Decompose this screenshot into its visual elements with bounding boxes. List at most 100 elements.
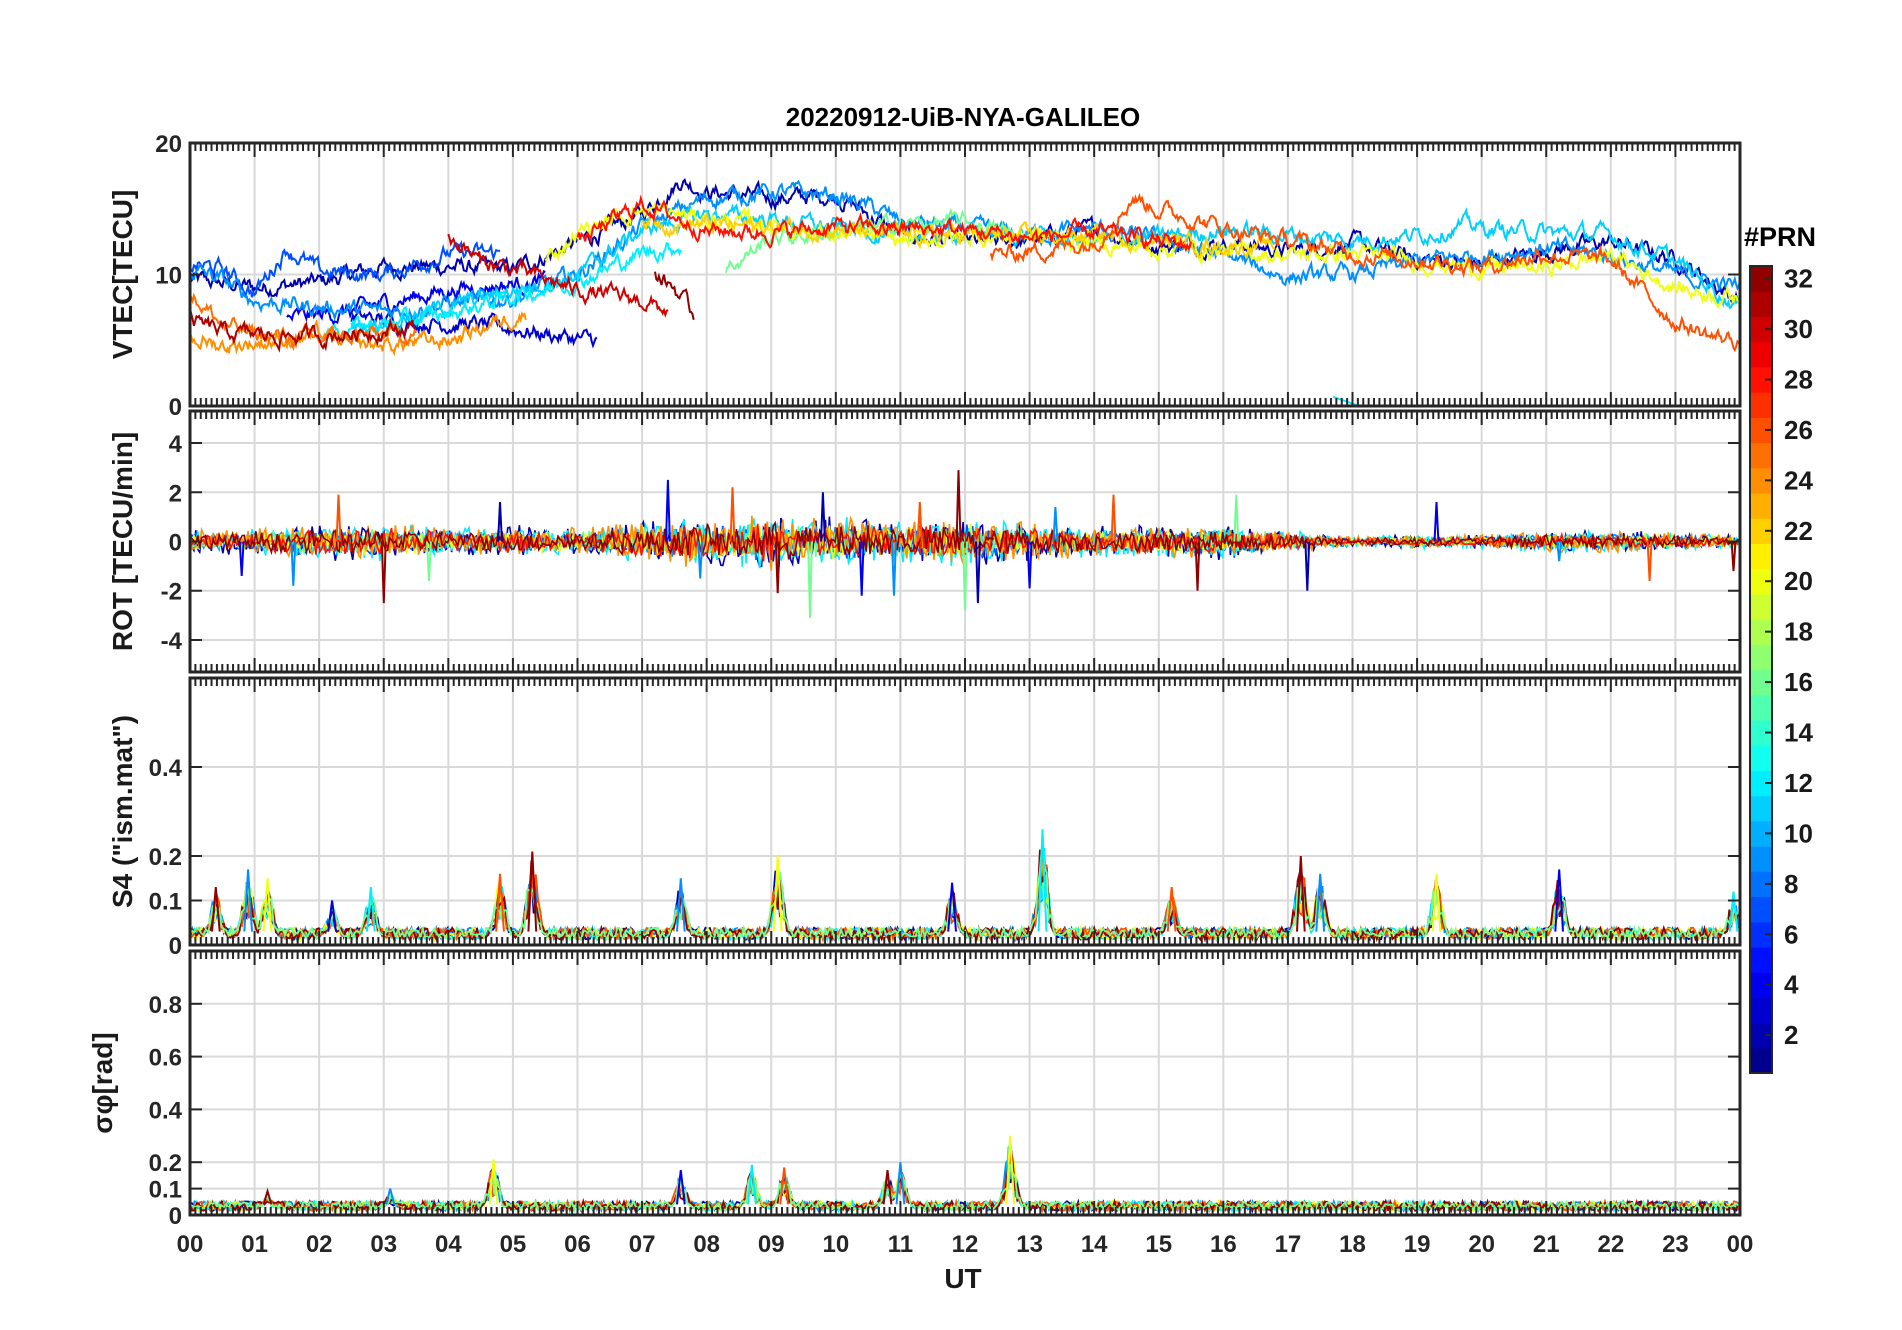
rot-spike bbox=[1433, 502, 1440, 542]
x-tick-label: 11 bbox=[888, 1231, 913, 1258]
peak-mark bbox=[262, 878, 273, 932]
rot-spike bbox=[1026, 541, 1033, 589]
rot-series-prn-28 bbox=[190, 523, 1739, 562]
rot-spike bbox=[1233, 494, 1240, 542]
rot-spike bbox=[238, 541, 245, 577]
x-tick-label: 00 bbox=[177, 1231, 204, 1258]
vtec-series-prn-31 bbox=[190, 310, 416, 353]
x-tick-label: 17 bbox=[1275, 1231, 1302, 1258]
colorbar-segment bbox=[1750, 972, 1772, 998]
peak-mark bbox=[327, 900, 337, 932]
peak-mark bbox=[262, 1187, 273, 1205]
rot-spike bbox=[1052, 506, 1059, 542]
x-tick-label: 23 bbox=[1662, 1231, 1689, 1258]
y-tick-label: 0.4 bbox=[149, 1097, 183, 1124]
colorbar-segment bbox=[1750, 871, 1772, 898]
peak-mark bbox=[1166, 887, 1177, 932]
peak-mark bbox=[385, 1188, 396, 1205]
x-tick-label: 04 bbox=[435, 1231, 462, 1258]
y-tick-label: 20 bbox=[155, 131, 182, 158]
peak-mark bbox=[676, 878, 686, 932]
colorbar-tick-label: 24 bbox=[1784, 465, 1813, 495]
colorbar-tick-label: 18 bbox=[1784, 617, 1813, 647]
rot-spike bbox=[729, 487, 736, 542]
rot-spike bbox=[1110, 494, 1117, 542]
vtec-series-prn-7 bbox=[190, 239, 501, 300]
colorbar-segment bbox=[1750, 543, 1772, 570]
colorbar-tick-label: 26 bbox=[1784, 415, 1813, 445]
colorbar-segment bbox=[1750, 770, 1772, 797]
colorbar-segment bbox=[1750, 1022, 1772, 1049]
x-tick-label: 08 bbox=[693, 1231, 720, 1258]
peak-mark bbox=[947, 882, 957, 932]
rot-spike bbox=[497, 502, 503, 542]
peak-mark bbox=[211, 887, 221, 932]
rot-spike bbox=[1646, 541, 1653, 581]
rot-spike bbox=[1194, 541, 1201, 591]
y-tick-label: 0.8 bbox=[149, 992, 182, 1019]
x-tick-label: 02 bbox=[306, 1231, 333, 1258]
y-tick-label: 2 bbox=[169, 480, 182, 507]
y-tick-label: 10 bbox=[155, 263, 182, 290]
y-tick-label: -4 bbox=[161, 628, 183, 655]
plot-area bbox=[190, 178, 1740, 406]
colorbar-tick-label: 10 bbox=[1784, 818, 1813, 848]
colorbar-segment bbox=[1750, 492, 1772, 519]
peak-mark bbox=[1037, 829, 1048, 932]
y-axis-label: ROT [TECU/min] bbox=[107, 432, 138, 651]
x-tick-label: 01 bbox=[241, 1231, 268, 1258]
rot-spike bbox=[697, 541, 704, 579]
colorbar-segment bbox=[1750, 1047, 1772, 1074]
sigma-phi-panel: 00.10.2 0.4 0.6 0.8 σφ[rad] bbox=[87, 949, 1742, 1230]
rot-spike bbox=[916, 502, 923, 542]
peak-mark bbox=[1315, 873, 1326, 932]
x-tick-label: 20 bbox=[1468, 1231, 1495, 1258]
y-tick-label: 0 bbox=[169, 394, 182, 421]
colorbar-tick-label: 12 bbox=[1784, 768, 1813, 798]
colorbar-segment bbox=[1750, 694, 1772, 721]
y-tick-label: 0.6 bbox=[149, 1045, 182, 1072]
y-tick-label: 0 bbox=[169, 933, 182, 960]
x-tick-label: 10 bbox=[822, 1231, 849, 1258]
s4-panel: 0 0.1 0.2 0.4 S4 ("ism.mat") bbox=[107, 676, 1742, 960]
x-tick-label: 19 bbox=[1404, 1231, 1431, 1258]
rot-spike bbox=[858, 541, 865, 596]
peak-mark bbox=[676, 1169, 686, 1205]
colorbar-segment bbox=[1750, 316, 1772, 343]
peak-mark bbox=[495, 873, 505, 932]
vtec-series-prn-22 bbox=[641, 211, 1276, 259]
colorbar-segment bbox=[1750, 644, 1772, 671]
peak-mark bbox=[366, 887, 376, 932]
vtec-series-fragment bbox=[1332, 395, 1360, 406]
peak-mark bbox=[1554, 869, 1564, 932]
x-tick-label: 07 bbox=[629, 1231, 656, 1258]
x-tick-label: 15 bbox=[1145, 1231, 1172, 1258]
colorbar-tick-label: 4 bbox=[1784, 970, 1799, 1000]
peak-mark bbox=[895, 1162, 906, 1205]
colorbar-segment bbox=[1750, 593, 1772, 620]
colorbar-segment bbox=[1750, 266, 1772, 292]
rot-panel: -4 -2 0 2 4 ROT [TECU/min] bbox=[107, 409, 1742, 674]
colorbar-tick-label: 28 bbox=[1784, 364, 1813, 394]
rot-spike bbox=[975, 541, 981, 604]
colorbar-segment bbox=[1750, 467, 1772, 494]
plot-area bbox=[190, 470, 1739, 618]
colorbar-segment bbox=[1750, 291, 1772, 318]
colorbar-tick-label: 16 bbox=[1784, 667, 1813, 697]
x-tick-label: 00 bbox=[1727, 1231, 1754, 1258]
colorbar-tick-label: 30 bbox=[1784, 314, 1813, 344]
colorbar-segment bbox=[1750, 366, 1772, 393]
vtec-series-prn-4 bbox=[286, 269, 546, 326]
rot-spike bbox=[955, 470, 962, 542]
peak-mark bbox=[1296, 855, 1306, 932]
x-tick-label: 09 bbox=[758, 1231, 785, 1258]
vtec-series-prn-30 bbox=[447, 233, 669, 318]
y-tick-label: 0 bbox=[169, 1203, 182, 1230]
y-tick-label: 0 bbox=[169, 530, 182, 557]
y-tick-label: 0.2 bbox=[149, 1150, 182, 1177]
rot-spike bbox=[962, 541, 968, 611]
colorbar-tick-label: 2 bbox=[1784, 1020, 1798, 1050]
colorbar-segment bbox=[1750, 896, 1772, 923]
peak-mark bbox=[779, 1167, 789, 1205]
rot-spike bbox=[426, 541, 432, 581]
